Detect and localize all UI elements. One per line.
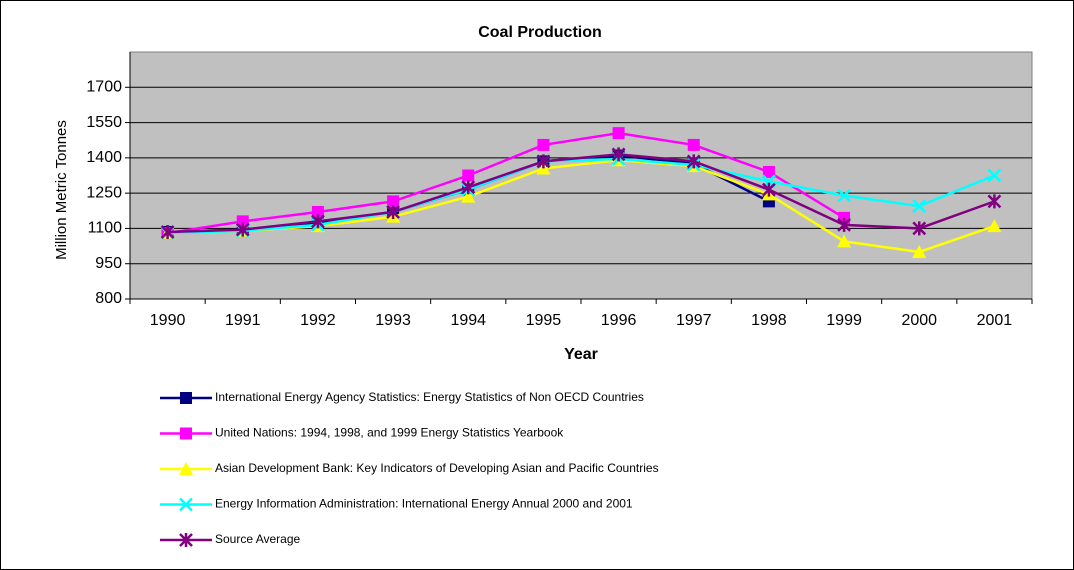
point [912,221,927,236]
y-tick-label: 1550 [86,114,122,131]
x-tick-label: 1998 [751,312,787,329]
point [461,180,476,195]
point [762,165,775,178]
y-tick-label: 950 [95,255,122,272]
point [687,138,700,151]
legend-marker [179,462,193,475]
x-tick-label: 1999 [826,312,862,329]
x-tick-label: 1996 [601,312,637,329]
point [612,127,625,140]
point [386,204,400,219]
point [686,154,701,169]
x-tick-label: 1997 [676,312,712,329]
series-line [167,153,995,234]
point [387,195,400,208]
point [311,205,324,218]
legend-marker [179,533,193,547]
point [236,215,249,228]
point [987,194,1002,209]
legend-marker [179,497,193,512]
point [536,154,551,169]
point [611,147,626,162]
legend-label: Asian Development Bank: Key Indicators o… [215,461,659,475]
x-tick-label: 1994 [450,312,486,329]
point [537,138,550,151]
point [837,234,852,248]
y-axis-label: Million Metric Tonnes [53,120,70,260]
x-tick-label: 1992 [300,312,336,329]
point [462,169,475,182]
point [311,214,325,229]
y-tick-label: 1250 [86,184,122,201]
x-tick-label: 1995 [526,312,562,329]
x-tick-label: 1993 [375,312,411,329]
point [912,199,927,213]
point [987,168,1002,183]
x-tick-label: 2000 [901,312,937,329]
x-tick-label: 2001 [977,312,1013,329]
legend-label: United Nations: 1994, 1998, and 1999 Ene… [215,426,564,440]
x-axis-label: Year [564,346,598,363]
point [837,188,851,203]
point [762,182,776,197]
chart-title: Coal Production [478,24,602,41]
series-line [167,131,845,235]
point [160,224,175,239]
x-tick-label: 1991 [225,312,261,329]
legend-marker [180,392,192,404]
legend-label: International Energy Agency Statistics: … [215,390,644,404]
point [912,244,927,258]
plot-area [129,51,1033,300]
point [837,217,851,232]
series-line [167,157,995,235]
point [461,189,476,203]
point [987,219,1002,233]
x-tick-label: 1990 [150,312,186,329]
legend-label: Source Average [215,532,300,546]
y-tick-label: 1700 [86,79,122,96]
legend-marker [180,427,192,440]
y-tick-label: 1100 [88,220,123,237]
y-tick-label: 1400 [86,149,122,166]
point [235,222,250,237]
y-tick-label: 800 [95,290,122,307]
legend-label: Energy Information Administration: Inter… [215,497,633,511]
